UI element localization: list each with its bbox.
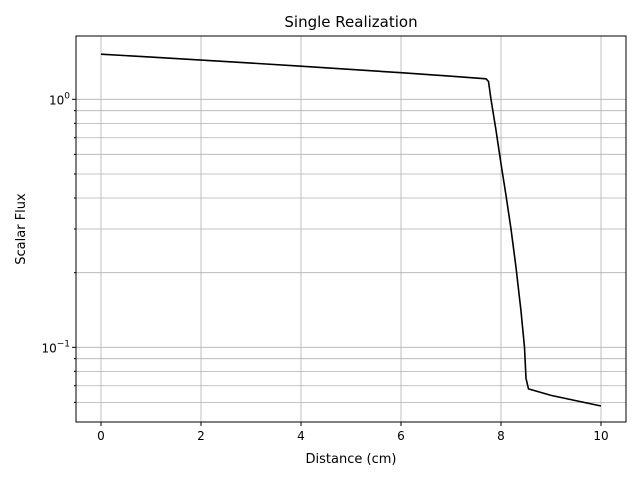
x-tick-labels: 0 2 4 6 8 10 <box>97 429 608 443</box>
axis-ticks <box>72 98 602 426</box>
x-axis-label: Distance (cm) <box>306 452 397 467</box>
series-line <box>100 53 602 407</box>
y-axis-label: Scalar Flux <box>14 193 29 265</box>
x-tick-label: 0 <box>97 429 105 443</box>
y-tick-label: 100 <box>49 91 70 107</box>
x-tick-label: 4 <box>297 429 305 443</box>
x-tick-label: 8 <box>497 429 505 443</box>
y-tick-label: 10−1 <box>41 339 70 355</box>
chart-title: Single Realization <box>284 13 417 31</box>
x-tick-label: 2 <box>197 429 205 443</box>
grid-lines <box>76 36 626 422</box>
x-tick-label: 10 <box>593 429 608 443</box>
y-tick-labels: 10−1 100 <box>41 91 70 355</box>
x-tick-label: 6 <box>397 429 405 443</box>
